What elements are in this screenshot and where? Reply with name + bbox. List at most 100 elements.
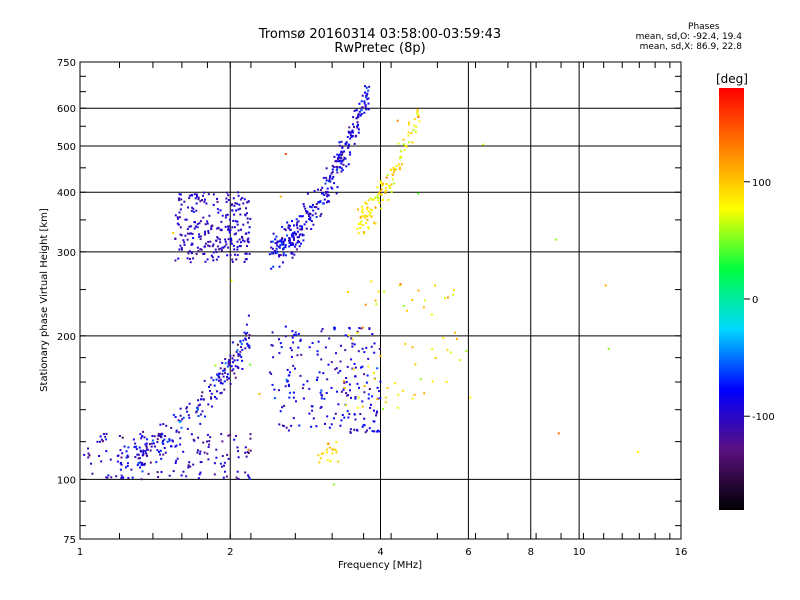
data-point (235, 351, 238, 353)
data-point (159, 423, 162, 426)
data-point (219, 238, 222, 241)
data-point (361, 326, 364, 329)
data-point (358, 110, 361, 113)
data-point (276, 240, 279, 243)
data-point (228, 231, 231, 234)
data-point (228, 218, 231, 221)
data-point (236, 240, 239, 243)
data-point (91, 472, 94, 475)
data-point (221, 372, 224, 375)
data-point (245, 455, 248, 458)
data-point (223, 369, 226, 372)
data-point (458, 359, 461, 362)
data-point (142, 452, 145, 455)
data-point (373, 371, 376, 374)
data-point (217, 237, 220, 240)
data-point (379, 397, 382, 400)
data-point (203, 191, 205, 194)
data-point (188, 416, 191, 419)
data-point (411, 141, 414, 144)
data-point (217, 375, 220, 378)
data-point (218, 376, 221, 379)
y-tick-label: 100 (57, 475, 76, 486)
data-point (380, 207, 383, 210)
data-point (299, 340, 302, 342)
data-point (309, 216, 312, 219)
data-point (347, 143, 350, 146)
data-point (221, 440, 224, 443)
data-point (161, 433, 164, 436)
data-point (376, 410, 378, 413)
data-point (272, 356, 275, 359)
data-point (236, 349, 239, 352)
data-point (373, 221, 376, 224)
data-point (370, 215, 373, 218)
data-point (278, 389, 280, 392)
data-point (162, 443, 165, 445)
data-point (194, 225, 197, 228)
data-point (288, 237, 291, 240)
data-point (121, 436, 124, 439)
data-point (235, 209, 238, 212)
data-point (365, 202, 368, 205)
data-point (201, 410, 204, 413)
data-point (349, 137, 352, 140)
data-point (179, 443, 182, 446)
data-point (270, 267, 273, 270)
data-point (186, 238, 189, 241)
data-point (157, 434, 160, 437)
data-point (246, 201, 249, 204)
data-point (364, 104, 367, 107)
data-point (378, 390, 381, 393)
data-point (336, 166, 339, 168)
data-point (170, 445, 172, 448)
data-point (287, 224, 290, 227)
data-point (346, 394, 349, 397)
data-point (276, 244, 279, 247)
data-point (145, 452, 148, 455)
data-point (336, 171, 339, 174)
data-point (227, 199, 230, 201)
data-point (333, 155, 336, 158)
data-point (139, 461, 142, 464)
data-point (312, 417, 315, 420)
data-point (399, 155, 402, 158)
data-point (284, 153, 287, 155)
y-tick-label: 200 (57, 332, 76, 343)
data-point (292, 238, 295, 241)
data-point (215, 378, 218, 381)
data-point (141, 435, 144, 438)
data-point (120, 477, 123, 480)
data-point (340, 419, 343, 422)
data-point (176, 222, 179, 225)
data-point (142, 430, 144, 433)
data-point (344, 334, 347, 337)
x-tick-label: 2 (227, 547, 233, 558)
data-point (247, 231, 250, 234)
data-point (335, 451, 338, 454)
data-point (246, 342, 249, 345)
data-point (396, 406, 399, 409)
data-point (339, 344, 342, 347)
data-point (156, 471, 159, 474)
data-point (246, 221, 249, 224)
data-point (274, 242, 277, 245)
data-point (184, 234, 187, 237)
data-point (340, 140, 343, 143)
data-point (143, 436, 146, 439)
data-point (137, 453, 140, 456)
data-point (291, 336, 294, 339)
data-point (361, 224, 364, 227)
data-point (244, 232, 247, 235)
data-point (183, 243, 186, 246)
data-point (367, 227, 370, 230)
data-point (390, 168, 393, 171)
data-point (193, 227, 196, 230)
data-point (191, 242, 194, 245)
data-point (271, 251, 274, 254)
data-point (326, 191, 329, 194)
data-point (369, 208, 372, 211)
data-point (121, 452, 124, 455)
data-point (344, 157, 347, 160)
